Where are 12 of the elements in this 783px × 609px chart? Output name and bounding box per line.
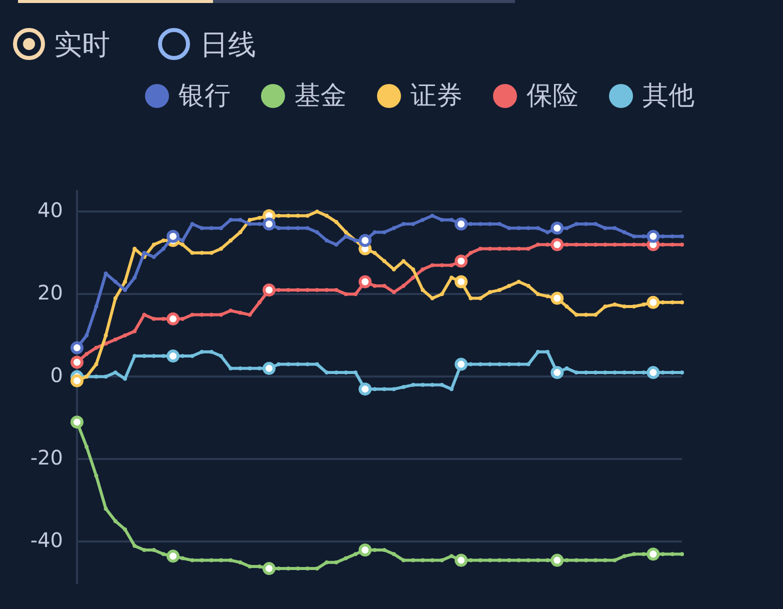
text: 日线 — [200, 27, 256, 63]
y-tick-label: 20 — [38, 280, 63, 304]
y-tick-label: -20 — [30, 445, 63, 470]
legend-label: 保险 — [526, 80, 578, 113]
y-tick-label: 40 — [38, 198, 63, 222]
legend-label: 其他 — [642, 80, 694, 113]
y-tick-label: 0 — [50, 362, 63, 387]
legend-label: 银行 — [178, 80, 230, 113]
text: 实时 — [54, 27, 110, 63]
legend-label: 证券 — [410, 80, 462, 113]
y-tick-label: -40 — [30, 528, 63, 552]
legend-label: 基金 — [294, 80, 346, 113]
